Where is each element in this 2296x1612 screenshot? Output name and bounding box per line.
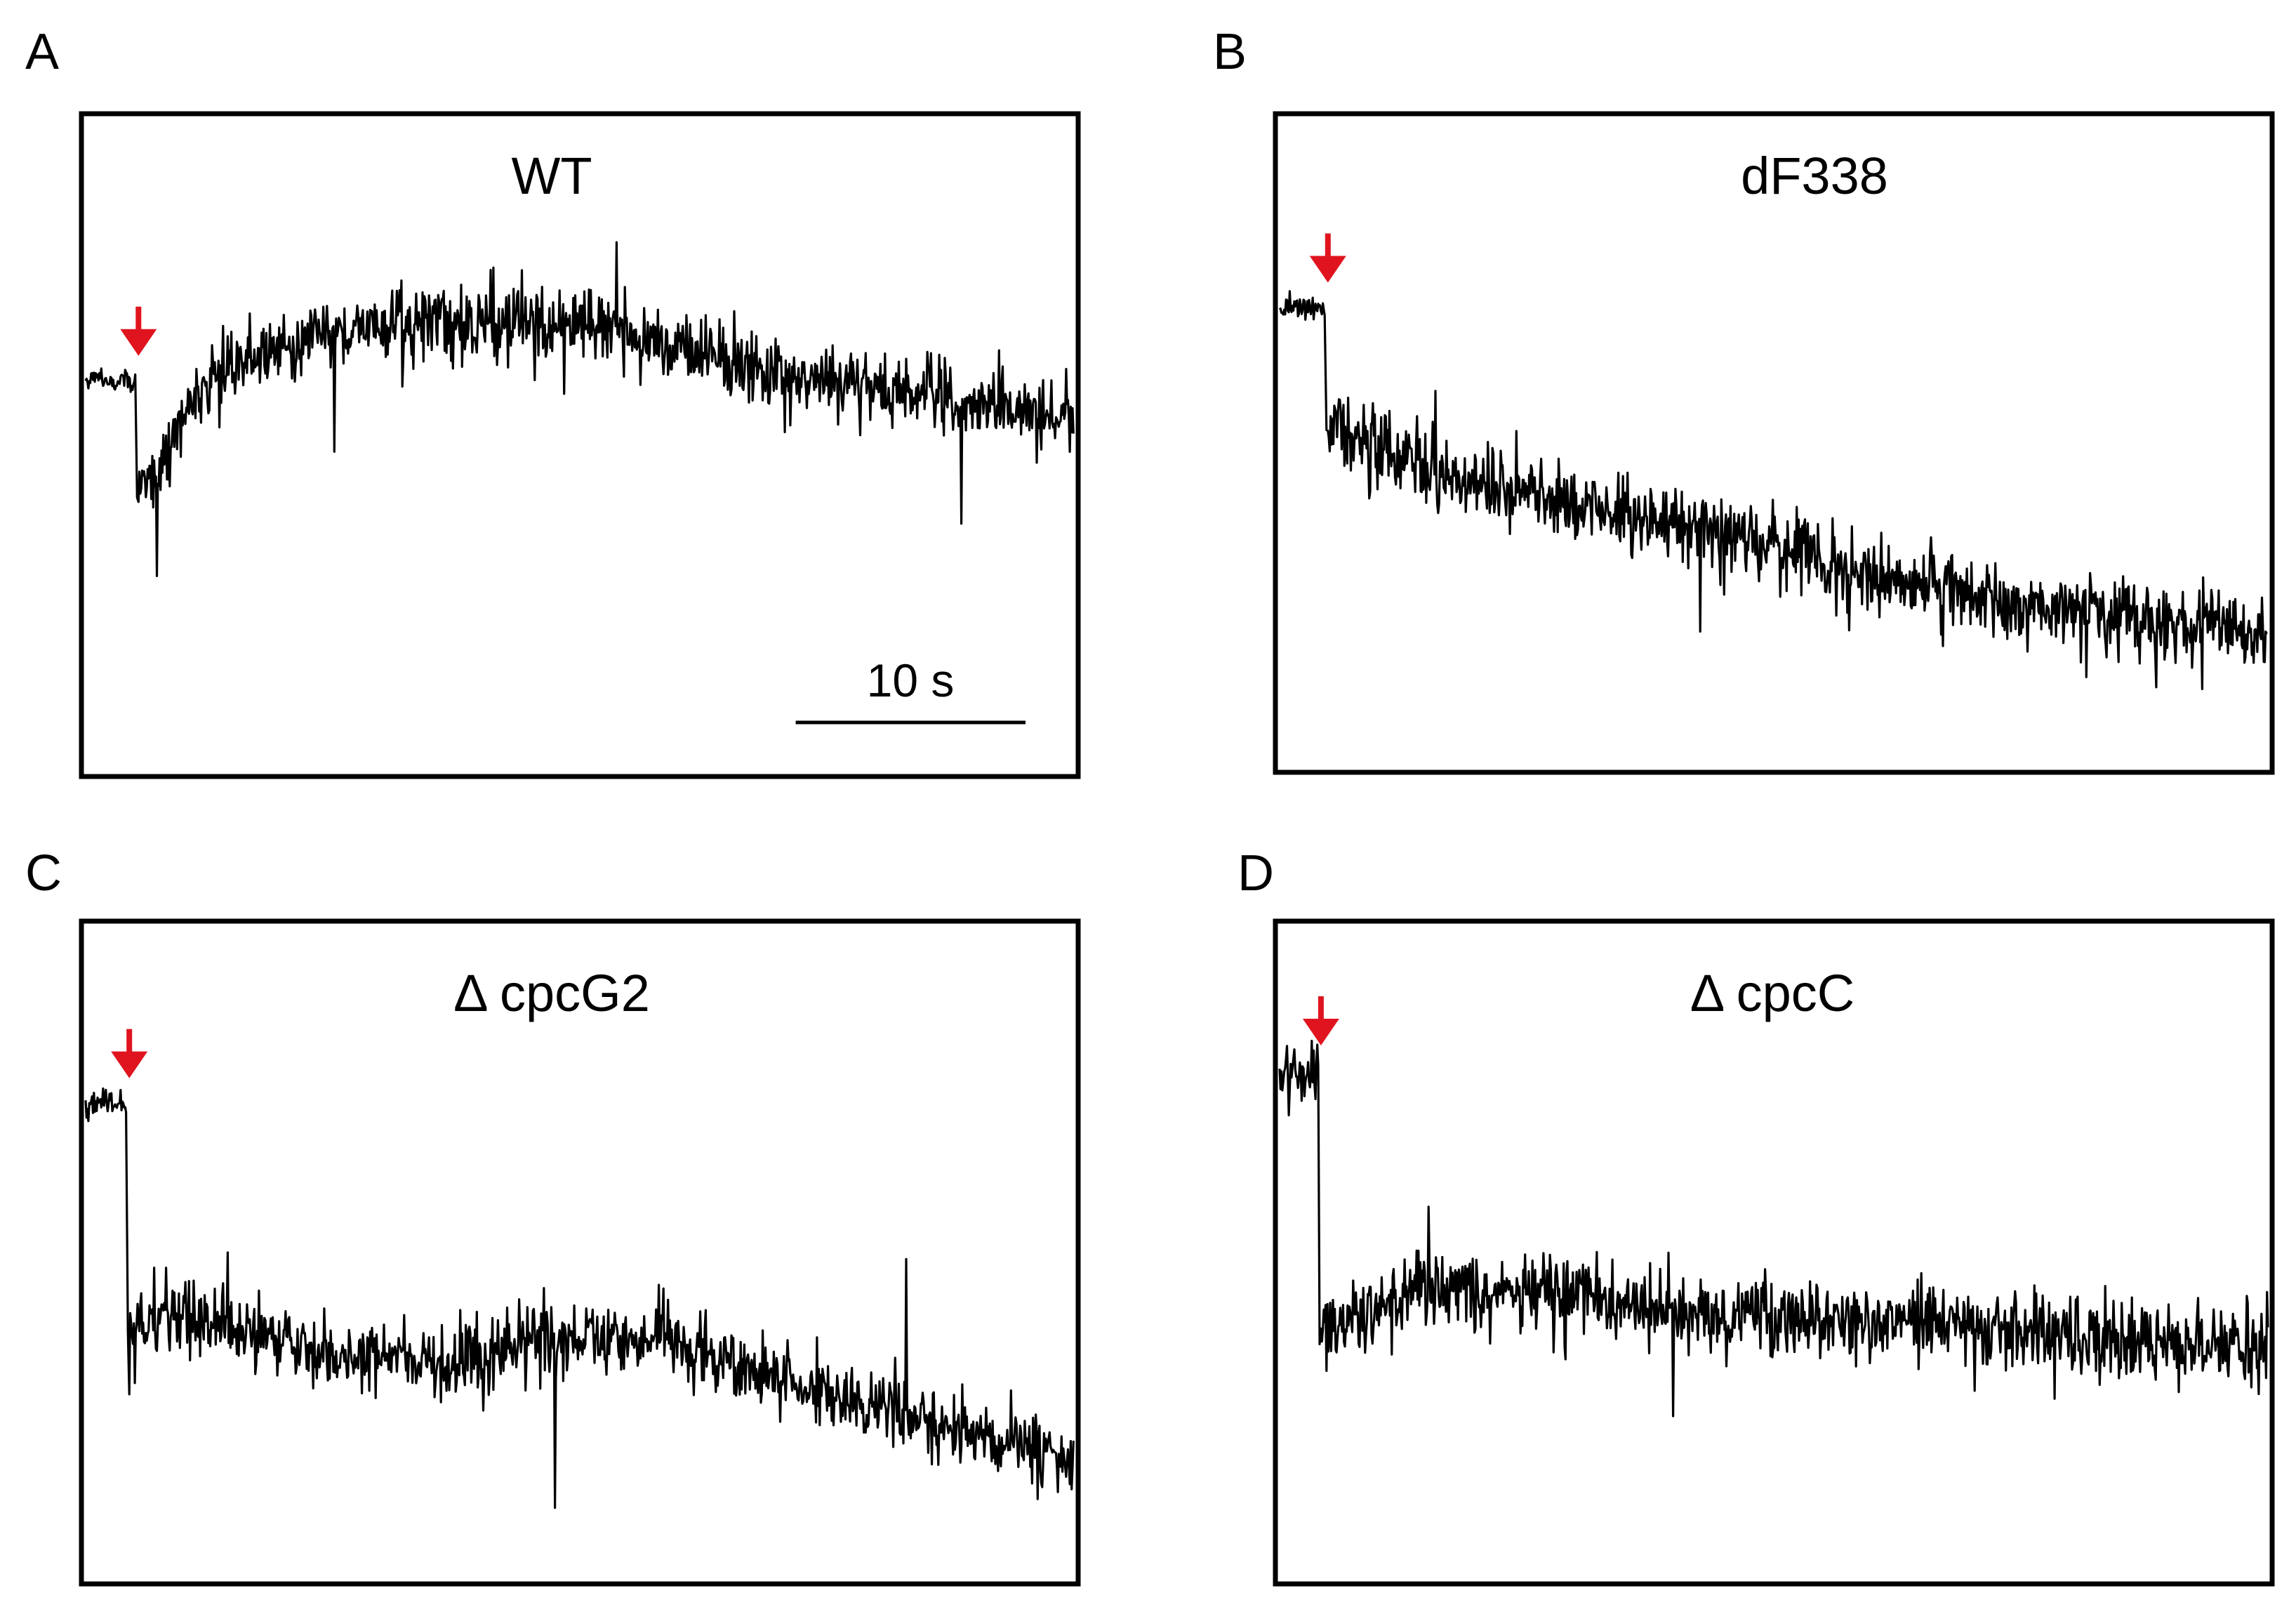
panel-a: A WT 10 s [25,24,1081,779]
stimulus-arrow-a [120,306,157,356]
stimulus-arrow-d [1302,996,1339,1045]
trace-line-a [84,241,1075,578]
plot-frame-b [1273,111,2275,775]
panel-b: B dF338 [1213,24,2275,775]
panel-letter-c: C [25,845,62,901]
panel-d: D Δ cpcC [1237,845,2275,1587]
panel-title-d: Δ cpcC [1690,964,1855,1022]
panel-letter-b: B [1213,24,1247,80]
scale-bar: 10 s [795,654,1026,725]
panel-title-b: dF338 [1741,147,1888,205]
trace-line-c [84,1087,1075,1509]
panel-c: C Δ cpcG2 [25,845,1081,1587]
stimulus-arrow-c [111,1029,148,1078]
panel-title-c: Δ cpcG2 [453,964,650,1022]
plot-frame-c [79,918,1081,1587]
panel-title-a: WT [511,147,592,205]
plot-frame-a [79,111,1081,779]
panel-letter-d: D [1237,845,1274,901]
scale-bar-label: 10 s [867,654,955,706]
trace-line-b [1278,290,2268,691]
plot-frame-d [1273,918,2275,1587]
trace-line-d [1278,1039,2269,1418]
panel-letter-a: A [25,24,59,80]
stimulus-arrow-b [1309,233,1346,283]
